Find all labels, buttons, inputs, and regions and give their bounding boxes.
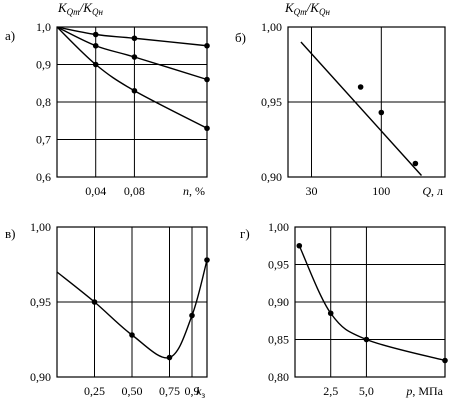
y-tick-label: 0,90 bbox=[30, 370, 51, 384]
panel-c-chart: 1,00 0,95 0,90 0,25 0,50 0,75 0,9kз в) bbox=[5, 220, 210, 400]
data-point bbox=[204, 76, 210, 83]
x-tick-label: 0,9 bbox=[185, 384, 200, 398]
plot-frame bbox=[294, 226, 446, 378]
data-point bbox=[204, 42, 210, 49]
panel-label: б) bbox=[235, 30, 246, 45]
y-tick-label: 0,90 bbox=[268, 295, 289, 309]
y-tick-label: 0,95 bbox=[30, 295, 51, 309]
x-tick-label: 0,75 bbox=[159, 384, 180, 398]
data-point bbox=[357, 84, 364, 90]
data-point bbox=[412, 160, 419, 167]
panel-d-chart: 1,00 0,95 0,90 0,85 0,80 2,5 5,0 p, МПа г) bbox=[240, 220, 448, 398]
x-tick-label: 0,25 bbox=[84, 384, 105, 398]
y-axis-label: KQт/KQн bbox=[57, 0, 103, 17]
y-tick-label: 1,00 bbox=[261, 20, 282, 34]
x-tick-label: 0,04 bbox=[85, 184, 106, 198]
data-point bbox=[91, 299, 98, 305]
plot-frame bbox=[56, 226, 208, 378]
y-tick-label: 0,8 bbox=[36, 95, 51, 109]
plot-frame bbox=[287, 26, 446, 178]
data-point bbox=[204, 125, 210, 132]
data-point bbox=[442, 357, 448, 364]
y-tick-label: 0,7 bbox=[36, 133, 51, 147]
x-axis-label: Q, л bbox=[422, 184, 443, 198]
data-point bbox=[204, 257, 210, 263]
data-point bbox=[189, 312, 195, 319]
data-point bbox=[378, 109, 385, 116]
y-tick-label: 1,0 bbox=[36, 20, 51, 34]
y-tick-label: 0,90 bbox=[261, 170, 282, 184]
x-tick-label: 30 bbox=[306, 184, 318, 198]
series-curve bbox=[56, 26, 208, 47]
data-point bbox=[296, 242, 303, 249]
x-axis-label: kз bbox=[196, 384, 205, 400]
panel-label: а) bbox=[5, 28, 15, 43]
data-point bbox=[131, 54, 138, 60]
x-tick-label: 0,50 bbox=[122, 384, 143, 398]
panel-label: г) bbox=[240, 226, 250, 241]
panel-b-chart: 1,00 0,95 0,90 30 100 Q, л б) KQт/KQн bbox=[235, 0, 446, 198]
y-tick-label: 0,95 bbox=[261, 95, 282, 109]
data-point bbox=[327, 310, 334, 317]
x-axis-label: p, МПа bbox=[405, 384, 443, 398]
data-point bbox=[131, 35, 138, 42]
series-curve bbox=[300, 41, 423, 176]
y-tick-label: 0,85 bbox=[268, 333, 289, 347]
series-curve bbox=[56, 26, 208, 81]
data-point bbox=[166, 354, 173, 361]
data-point bbox=[92, 61, 99, 68]
x-tick-label: 0,08 bbox=[124, 184, 145, 198]
series-curve bbox=[56, 26, 208, 129]
x-tick-label: 5,0 bbox=[359, 384, 374, 398]
y-tick-label: 0,80 bbox=[268, 370, 289, 384]
plot-frame bbox=[56, 26, 208, 178]
y-tick-label: 0,95 bbox=[268, 258, 289, 272]
data-point bbox=[92, 42, 99, 49]
panel-a-chart: 1,0 0,9 0,8 0,7 0,6 0,04 0,08 n, % а) KQт/KQн bbox=[5, 0, 210, 198]
series-curve bbox=[56, 259, 208, 359]
x-tick-label: 100 bbox=[372, 184, 390, 198]
data-point bbox=[131, 87, 138, 94]
y-axis-label: KQт/KQн bbox=[284, 0, 330, 17]
y-tick-label: 1,00 bbox=[268, 220, 289, 234]
data-point bbox=[363, 336, 370, 343]
data-point bbox=[92, 31, 99, 38]
y-tick-label: 0,9 bbox=[36, 58, 51, 72]
panel-label: в) bbox=[5, 226, 15, 241]
series-curve bbox=[298, 245, 446, 362]
x-tick-label: 2,5 bbox=[323, 384, 338, 398]
y-tick-label: 1,00 bbox=[30, 220, 51, 234]
x-axis-label: n, % bbox=[183, 184, 205, 198]
y-tick-label: 0,6 bbox=[36, 170, 51, 184]
data-point bbox=[129, 332, 135, 338]
